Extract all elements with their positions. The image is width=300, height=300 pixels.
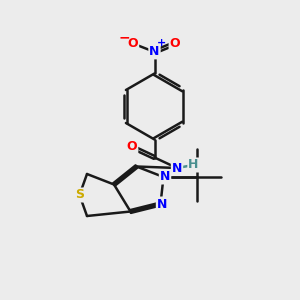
Text: O: O [127,140,137,154]
Text: N: N [157,197,167,211]
Text: H: H [188,158,199,172]
Text: +: + [157,38,166,49]
Text: O: O [128,37,138,50]
Text: O: O [169,37,180,50]
Text: S: S [75,188,84,202]
Text: N: N [149,45,160,58]
Text: −: − [119,30,130,44]
Text: N: N [160,170,170,184]
Text: N: N [172,161,182,175]
